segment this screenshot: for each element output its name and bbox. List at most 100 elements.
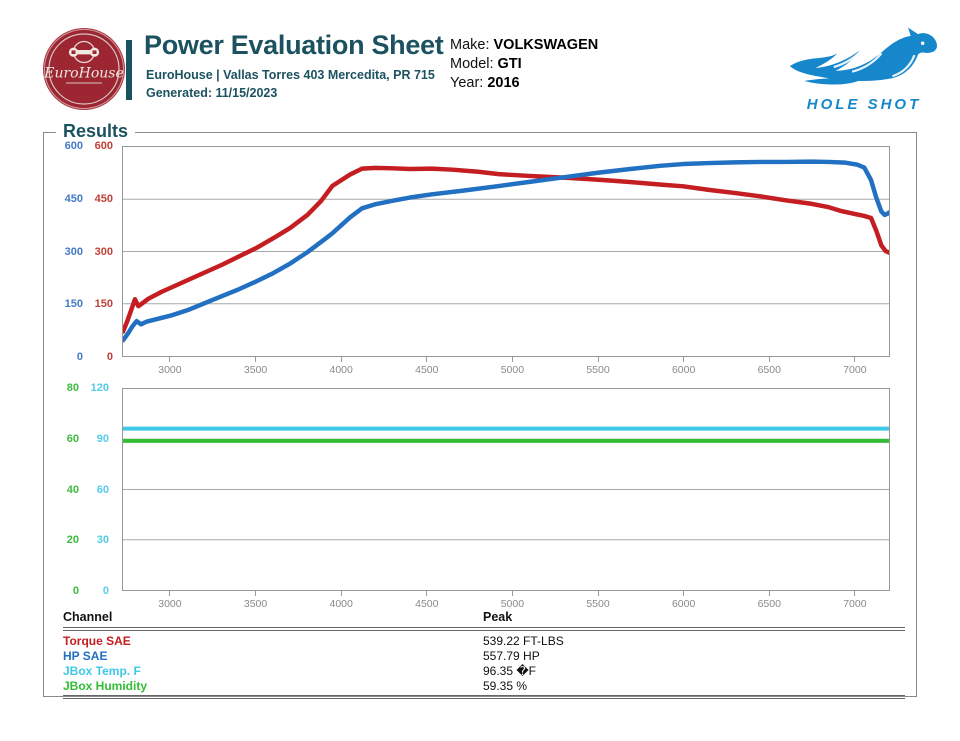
table-row: Torque SAE 539.22 FT-LBS <box>63 633 905 648</box>
model-value: GTI <box>497 56 522 72</box>
x-axis-tick-label: 5500 <box>586 364 610 376</box>
model-label: Model: <box>450 56 494 72</box>
holeshot-logo: HOLE SHOT <box>778 24 950 113</box>
power-chart-canvas <box>123 159 889 343</box>
wrench-icon <box>68 47 100 57</box>
page-title: Power Evaluation Sheet <box>144 30 444 60</box>
x-axis-tick-label: 3500 <box>243 364 268 376</box>
channel-name: Torque SAE <box>63 633 131 648</box>
x-axis-tick <box>426 357 428 362</box>
y-axis-tick-label: 60 <box>96 483 109 496</box>
x-axis-tick-label: 5000 <box>500 598 525 610</box>
badge-inner-ring <box>48 33 120 105</box>
results-panel: Results 0 150 300 450 600 0 150 300 450 600 3000… <box>43 121 917 699</box>
partner-name: HOLE SHOT <box>806 96 922 113</box>
x-axis-tick <box>597 591 599 596</box>
peak-value: 539.22 FT-LBS <box>483 633 564 648</box>
temp-axis-labels: 0 30 60 90 120 <box>83 382 109 597</box>
y-axis-tick-label: 80 <box>66 382 79 394</box>
y-axis-tick-label: 0 <box>76 351 83 363</box>
shop-address: EuroHouse | Vallas Torres 403 Mercedita,… <box>146 68 435 82</box>
y-axis-tick-label: 30 <box>96 534 109 547</box>
channel-name: JBox Temp. F <box>63 663 141 678</box>
year-value: 2016 <box>487 75 520 91</box>
x-axis-tick-label: 6000 <box>671 364 696 376</box>
results-table-body: Torque SAE 539.22 FT-LBS HP SAE 557.79 HP JB… <box>63 631 905 699</box>
x-axis-tick <box>683 357 685 362</box>
vehicle-make-row: Make: VOLKSWAGEN <box>450 36 598 55</box>
y-axis-tick-label: 0 <box>72 585 79 597</box>
x-axis-tick-label: 4000 <box>329 364 353 376</box>
table-row: JBox Temp. F 96.35 �F <box>63 663 905 678</box>
x-axis-tick <box>426 591 428 596</box>
x-axis-tick <box>683 591 685 596</box>
peak-value: 59.35 % <box>483 678 528 693</box>
y-axis-tick-label: 0 <box>106 351 113 363</box>
channel-column-header: Channel <box>63 610 113 624</box>
torque-axis-labels: 0 150 300 450 600 <box>89 140 113 363</box>
y-axis-tick-label: 150 <box>64 298 83 311</box>
x-axis-tick <box>340 357 342 362</box>
x-axis-tick-label: 5500 <box>586 598 610 610</box>
results-legend: Results <box>56 121 136 142</box>
y-axis-tick-label: 90 <box>96 432 109 445</box>
y-axis-tick-label: 300 <box>64 245 83 258</box>
vehicle-year-row: Year: 2016 <box>450 74 598 93</box>
y-axis-tick-label: 600 <box>64 140 83 152</box>
x-axis-tick <box>597 357 599 362</box>
x-axis-tick <box>340 591 342 596</box>
x-axis-tick <box>169 591 171 596</box>
header-accent-bar <box>126 40 132 100</box>
environment-chart-x-axis: 3000 3500 4000 4500 5000 5500 6000 6500 7000 <box>122 591 890 611</box>
x-axis-tick <box>854 357 856 362</box>
channel-name: JBox Humidity <box>63 678 148 693</box>
logo-brand-text: EuroHouse <box>43 66 123 82</box>
y-axis-tick-label: 300 <box>94 245 113 258</box>
results-table: Channel Peak Torque SAE 539.22 FT-LBS HP S… <box>63 609 905 699</box>
x-axis-tick-label: 3000 <box>158 598 182 610</box>
table-row: HP SAE 557.79 HP <box>63 648 905 663</box>
series-hp-sae <box>123 159 889 343</box>
table-row: JBox Humidity 59.35 % <box>63 678 905 693</box>
x-axis-tick-label: 7000 <box>843 598 867 610</box>
x-axis-tick <box>768 591 770 596</box>
peak-column-header: Peak <box>483 610 513 624</box>
vehicle-info: Make: VOLKSWAGEN Model: GTI Year: 2016 <box>450 36 598 93</box>
x-axis-tick <box>768 357 770 362</box>
x-axis-tick <box>255 591 257 596</box>
hp-axis-labels: 0 150 300 450 600 <box>49 140 83 363</box>
horse-icon <box>789 27 937 85</box>
power-chart-plot <box>122 146 890 357</box>
y-axis-tick-label: 150 <box>94 298 113 311</box>
channel-name: HP SAE <box>63 648 108 663</box>
make-value: VOLKSWAGEN <box>493 37 599 53</box>
make-label: Make: <box>450 37 490 53</box>
eurohouse-badge-icon: EuroHouse <box>43 28 125 110</box>
series-torque-sae <box>123 165 889 334</box>
x-axis-tick <box>255 357 257 362</box>
environment-chart-plot <box>122 388 890 591</box>
peak-value: 96.35 �F <box>483 663 536 678</box>
y-axis-tick-label: 60 <box>66 432 79 445</box>
horse-eye <box>920 41 925 45</box>
x-axis-tick-label: 7000 <box>843 364 867 376</box>
y-axis-tick-label: 120 <box>90 382 109 394</box>
y-axis-tick-label: 0 <box>102 585 109 597</box>
eurohouse-logo: EuroHouse <box>42 27 126 111</box>
y-axis-tick-label: 450 <box>64 192 83 205</box>
x-axis-tick-label: 3500 <box>243 598 268 610</box>
environment-chart-canvas <box>123 426 889 541</box>
x-axis-tick-label: 4000 <box>329 598 353 610</box>
generated-date: Generated: 11/15/2023 <box>146 86 278 100</box>
x-axis-tick <box>854 591 856 596</box>
y-axis-tick-label: 450 <box>94 192 113 205</box>
y-axis-tick-label: 600 <box>94 140 113 152</box>
x-axis-tick-label: 6500 <box>757 598 781 610</box>
x-axis-tick <box>511 357 513 362</box>
humidity-axis-labels: 0 20 40 60 80 <box>45 382 79 597</box>
x-axis-tick-label: 5000 <box>500 364 525 376</box>
x-axis-tick <box>511 591 513 596</box>
badge-face <box>44 29 124 109</box>
year-label: Year: <box>450 75 484 91</box>
